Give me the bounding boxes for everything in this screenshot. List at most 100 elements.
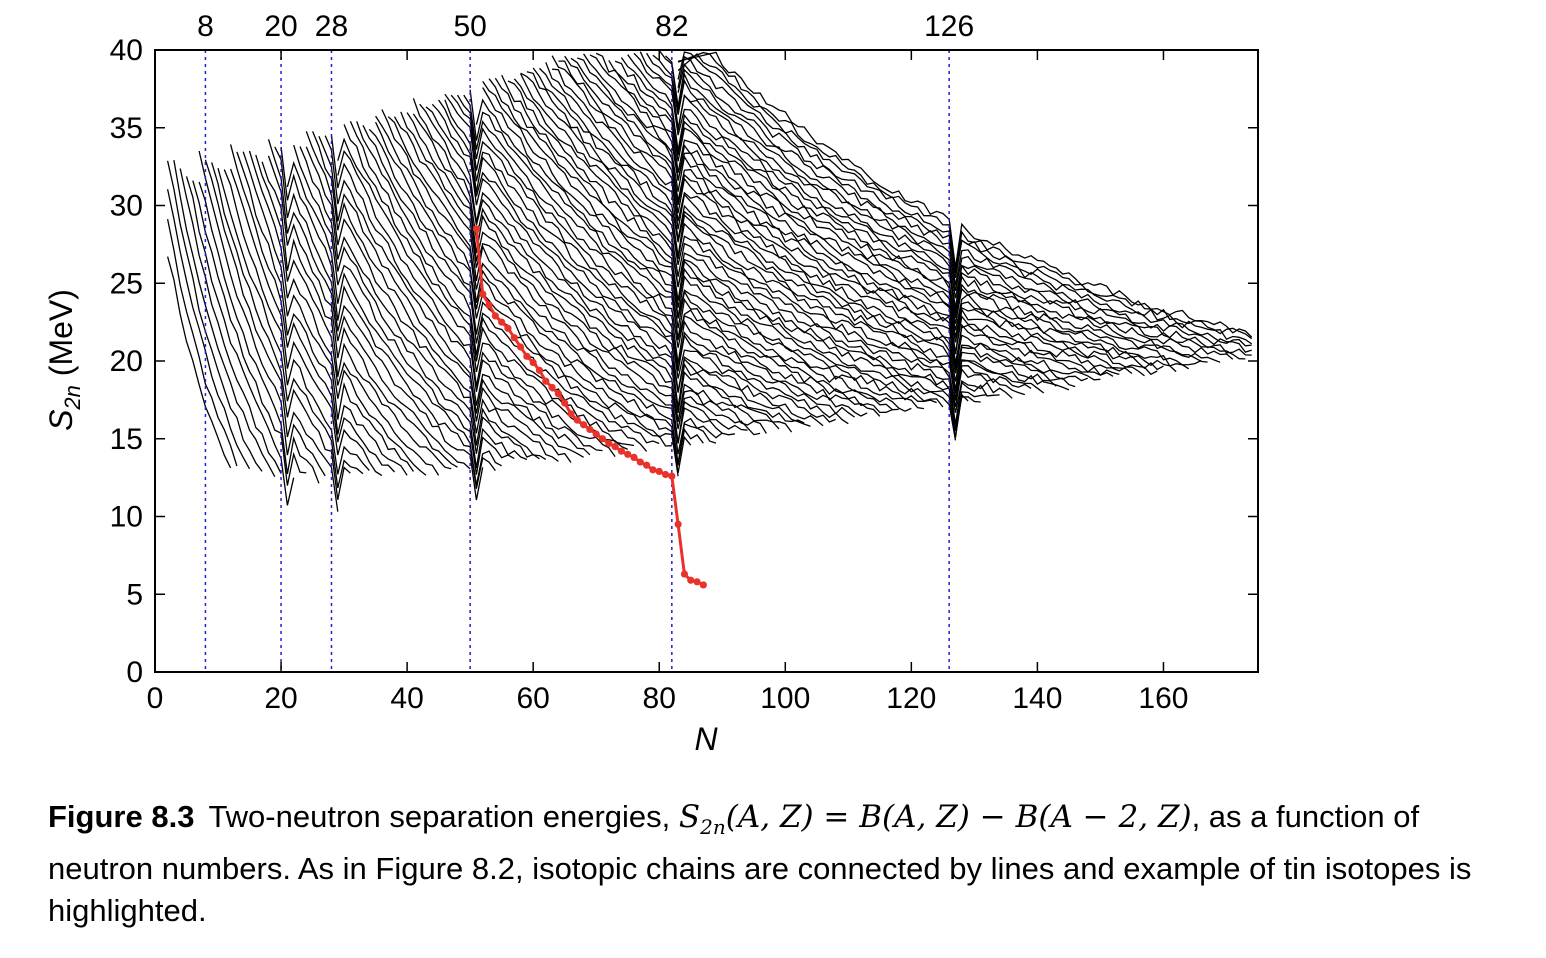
y-tick-label: 35 <box>110 112 143 145</box>
isotopic-chain <box>614 60 1158 376</box>
isotopic-chain <box>677 55 1252 353</box>
y-tick-label: 30 <box>110 190 143 223</box>
isotopic-chain <box>305 131 547 460</box>
tin-data-point <box>554 390 562 398</box>
isotopic-chain <box>192 180 307 486</box>
isotopic-chain <box>217 168 364 489</box>
isotopic-chain <box>658 50 1234 360</box>
tin-data-point <box>498 318 506 326</box>
isotopic-chain <box>539 67 1025 407</box>
isotopic-chain <box>261 161 452 470</box>
tin-data-point <box>668 472 676 480</box>
tin-data-point <box>479 290 487 298</box>
isotopic-chain <box>362 125 660 445</box>
magic-number-label: 50 <box>453 10 486 43</box>
isotopic-chain <box>501 74 944 408</box>
isotopic-chain <box>318 136 572 463</box>
y-tick-label: 0 <box>126 656 143 689</box>
isotopic-chain <box>387 116 717 464</box>
isotopic-chain <box>393 116 723 455</box>
isotopic-chain <box>595 52 1133 375</box>
x-tick-label: 160 <box>1138 682 1188 715</box>
isotopic-chain <box>677 52 1253 345</box>
isotopic-chain <box>620 57 1164 371</box>
tin-data-point <box>661 470 670 479</box>
y-tick-label: 10 <box>110 501 143 534</box>
isotopic-chain <box>356 121 648 452</box>
magic-number-label: 8 <box>197 10 214 43</box>
isotopic-chain <box>419 103 780 430</box>
tin-data-point <box>561 399 569 407</box>
isotopic-chain <box>349 121 635 447</box>
magic-number-label: 28 <box>315 10 348 43</box>
tin-data-point <box>624 450 632 458</box>
isotopic-chain <box>507 80 957 441</box>
isotopic-chain <box>368 128 672 447</box>
magic-number-label: 126 <box>924 10 974 43</box>
isotopic-chain <box>330 135 591 456</box>
magic-number-label: 82 <box>655 10 688 43</box>
isotopic-chains <box>166 50 1253 512</box>
x-tick-label: 40 <box>390 682 423 715</box>
isotopic-chain <box>280 146 496 489</box>
isotopic-chain <box>475 98 893 414</box>
isotopic-chain <box>211 162 351 500</box>
isotopic-chain <box>204 159 339 512</box>
isotopic-chain <box>677 51 1253 340</box>
tin-data-point <box>605 439 613 448</box>
isotopic-chain <box>198 181 320 484</box>
isotopic-chain <box>431 103 805 424</box>
isotopic-chain <box>166 218 238 467</box>
caption-label: Figure 8.3 <box>48 799 195 834</box>
tin-data-point <box>510 334 518 342</box>
isotopic-chain <box>375 121 679 477</box>
x-axis-label: N <box>694 721 718 757</box>
x-tick-label: 0 <box>147 682 164 715</box>
isotopic-chain <box>627 54 1177 373</box>
isotopic-chain <box>381 109 704 466</box>
isotopic-chain <box>242 151 414 472</box>
isotopic-chain <box>166 189 251 470</box>
isotopic-chain <box>652 54 1221 363</box>
isotopic-chain <box>305 146 540 460</box>
tin-data-point <box>472 225 481 233</box>
isotopic-chain <box>639 51 1202 366</box>
isotopic-chain <box>583 53 1114 377</box>
isotopic-chain <box>286 160 503 486</box>
isotopic-chain <box>198 150 326 477</box>
isotopic-chain <box>229 144 395 473</box>
isotopic-chain <box>520 73 981 432</box>
tin-data-point <box>567 410 575 418</box>
tin-data-point <box>491 312 499 320</box>
isotopic-chain <box>179 168 282 474</box>
isotopic-chain <box>482 81 912 412</box>
isotopic-chain <box>229 168 383 477</box>
isotopic-chain <box>274 146 484 501</box>
isotopic-chain <box>564 55 1076 388</box>
isotopic-chain <box>438 99 811 427</box>
isotopic-chain <box>494 77 937 404</box>
isotopic-chain <box>173 159 276 478</box>
tin-data-point <box>523 352 531 360</box>
tin-data-point <box>674 520 682 528</box>
x-tick-label: 100 <box>760 682 810 715</box>
isotopic-chain <box>412 113 761 436</box>
tin-data-point <box>636 458 644 466</box>
caption-text-2: , as a function of neutron numbers. As i… <box>48 799 1472 929</box>
tin-data-point <box>548 383 556 392</box>
x-tick-label: 20 <box>264 682 297 715</box>
isotopic-chain <box>577 57 1101 381</box>
tin-data-point <box>617 447 626 455</box>
isotopic-chain <box>551 55 1057 394</box>
isotopic-chain <box>267 155 458 468</box>
isotopic-chain <box>665 55 1246 360</box>
isotopic-chain <box>293 144 515 475</box>
isotopic-chain <box>513 78 969 438</box>
isotopic-chain <box>677 51 1253 338</box>
tin-data-point <box>516 343 525 351</box>
isotopic-chain <box>469 89 881 417</box>
tin-data-point <box>611 442 619 451</box>
isotopic-chain <box>444 99 824 427</box>
isotopic-chain <box>444 93 836 423</box>
x-tick-label: 80 <box>643 682 676 715</box>
